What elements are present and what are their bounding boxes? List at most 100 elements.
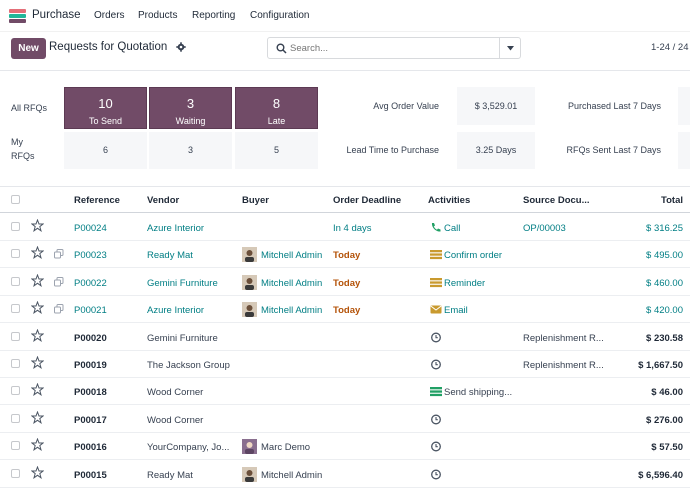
header-order-deadline[interactable]: Order Deadline: [333, 195, 402, 206]
star-icon[interactable]: [30, 410, 45, 424]
row-checkbox[interactable]: [11, 331, 20, 341]
row-total: $ 57.50: [651, 442, 683, 454]
header-total[interactable]: Total: [661, 195, 683, 206]
menu-reporting[interactable]: Reporting: [192, 10, 236, 21]
purchase-app-icon[interactable]: [9, 9, 26, 23]
my-to-send-count[interactable]: 6: [64, 132, 147, 169]
header-activities[interactable]: Activities: [428, 195, 471, 206]
avatar: [242, 274, 257, 290]
tile-waiting[interactable]: 3 Waiting: [149, 87, 232, 129]
clock-icon[interactable]: [430, 359, 442, 370]
row-activity[interactable]: Reminder: [444, 277, 486, 289]
pager-value[interactable]: 1-24 / 24: [651, 42, 689, 53]
row-reference[interactable]: P00021: [74, 305, 107, 317]
row-reference[interactable]: P00018: [74, 387, 107, 399]
row-checkbox[interactable]: [11, 249, 20, 259]
row-checkbox[interactable]: [11, 304, 20, 314]
row-buyer[interactable]: Mitchell Admin: [261, 469, 323, 481]
star-icon[interactable]: [30, 382, 45, 397]
table-row[interactable]: P00019 The Jackson Group Replenishment R..…: [0, 351, 690, 378]
list-icon[interactable]: [430, 249, 442, 260]
row-buyer[interactable]: Mitchell Admin: [261, 305, 323, 317]
row-vendor[interactable]: Wood Corner: [147, 387, 204, 399]
table-row[interactable]: P00022 Gemini Furniture Mitchell Admin Toda…: [0, 269, 690, 296]
star-icon[interactable]: [30, 328, 45, 342]
row-vendor[interactable]: Gemini Furniture: [147, 277, 218, 289]
row-vendor[interactable]: Gemini Furniture: [147, 332, 218, 344]
star-icon[interactable]: [30, 273, 45, 287]
table-row[interactable]: P00015 Ready Mat Mitchell Admin $ 6,596.40: [0, 461, 690, 488]
row-checkbox[interactable]: [11, 413, 20, 423]
list-green-icon[interactable]: [430, 386, 442, 397]
row-reference[interactable]: P00024: [74, 223, 107, 234]
app-name[interactable]: Purchase: [32, 9, 81, 21]
star-icon[interactable]: [30, 437, 45, 452]
row-buyer[interactable]: Mitchell Admin: [261, 250, 323, 262]
star-icon[interactable]: [30, 218, 45, 233]
row-activity[interactable]: Send shipping...: [444, 387, 513, 399]
envelope-icon[interactable]: [430, 304, 442, 315]
row-checkbox[interactable]: [11, 468, 20, 478]
star-icon[interactable]: [30, 465, 45, 479]
gear-icon[interactable]: [176, 42, 186, 52]
header-reference[interactable]: Reference: [74, 195, 120, 206]
table-row[interactable]: P00024 Azure Interior In 4 days Call OP/0000…: [0, 214, 690, 241]
row-buyer[interactable]: Mitchell Admin: [261, 277, 323, 289]
clock-icon[interactable]: [430, 414, 442, 425]
row-reference[interactable]: P00016: [74, 442, 107, 454]
row-vendor[interactable]: YourCompany, Jo...: [147, 442, 230, 454]
star-icon[interactable]: [30, 245, 45, 260]
row-vendor[interactable]: Azure Interior: [147, 223, 205, 234]
row-source-document: Replenishment R...: [523, 332, 604, 344]
table-row[interactable]: P00017 Wood Corner $ 276.00: [0, 406, 690, 433]
row-vendor[interactable]: Ready Mat: [147, 469, 193, 481]
row-checkbox[interactable]: [11, 386, 20, 396]
my-late-count[interactable]: 5: [235, 132, 318, 169]
duplicate-icon: [54, 304, 64, 314]
row-checkbox[interactable]: [11, 359, 20, 368]
select-all-checkbox[interactable]: [11, 195, 20, 204]
row-checkbox[interactable]: [11, 441, 20, 451]
phone-icon[interactable]: [430, 222, 442, 233]
table-row[interactable]: P00016 YourCompany, Jo... Marc Demo $ 57.50: [0, 433, 690, 461]
menu-products[interactable]: Products: [138, 10, 178, 21]
search-input[interactable]: [290, 42, 490, 54]
table-row[interactable]: P00021 Azure Interior Mitchell Admin Today E…: [0, 296, 690, 324]
menu-orders[interactable]: Orders: [94, 10, 125, 21]
row-activity[interactable]: Confirm order: [444, 250, 503, 262]
header-source-document[interactable]: Source Docu...: [523, 195, 590, 206]
clock-icon[interactable]: [430, 332, 442, 343]
tile-to-send[interactable]: 10 To Send: [64, 87, 147, 129]
row-reference[interactable]: P00020: [74, 332, 107, 344]
row-reference[interactable]: P00017: [74, 414, 107, 426]
row-activity[interactable]: Call: [444, 223, 461, 234]
star-icon[interactable]: [30, 300, 45, 315]
table-row[interactable]: P00020 Gemini Furniture Replenishment R...…: [0, 324, 690, 351]
clock-icon[interactable]: [430, 469, 442, 480]
my-waiting-count[interactable]: 3: [149, 132, 232, 169]
row-reference[interactable]: P00019: [74, 360, 107, 371]
header-buyer[interactable]: Buyer: [242, 195, 269, 206]
row-activity[interactable]: Email: [444, 305, 468, 317]
list-icon[interactable]: [430, 277, 442, 288]
header-vendor[interactable]: Vendor: [147, 195, 180, 206]
row-vendor[interactable]: Azure Interior: [147, 305, 205, 317]
tile-late[interactable]: 8 Late: [235, 87, 318, 129]
new-button[interactable]: New: [11, 38, 46, 59]
row-reference[interactable]: P00015: [74, 469, 107, 481]
table-row[interactable]: P00018 Wood Corner Send shipping... $ 46.00: [0, 378, 690, 406]
row-reference[interactable]: P00022: [74, 277, 107, 289]
row-vendor[interactable]: The Jackson Group: [147, 360, 230, 371]
row-vendor[interactable]: Ready Mat: [147, 250, 193, 262]
menu-configuration[interactable]: Configuration: [250, 10, 310, 21]
star-icon[interactable]: [30, 355, 45, 370]
row-reference[interactable]: P00023: [74, 250, 107, 262]
row-checkbox[interactable]: [11, 276, 20, 286]
table-row[interactable]: P00023 Ready Mat Mitchell Admin Today Confir…: [0, 241, 690, 269]
row-vendor[interactable]: Wood Corner: [147, 414, 204, 426]
row-total: $ 460.00: [646, 277, 683, 289]
clock-icon[interactable]: [430, 441, 442, 452]
row-checkbox[interactable]: [11, 222, 20, 231]
search-options-toggle[interactable]: [499, 38, 520, 58]
row-buyer[interactable]: Marc Demo: [261, 442, 311, 454]
